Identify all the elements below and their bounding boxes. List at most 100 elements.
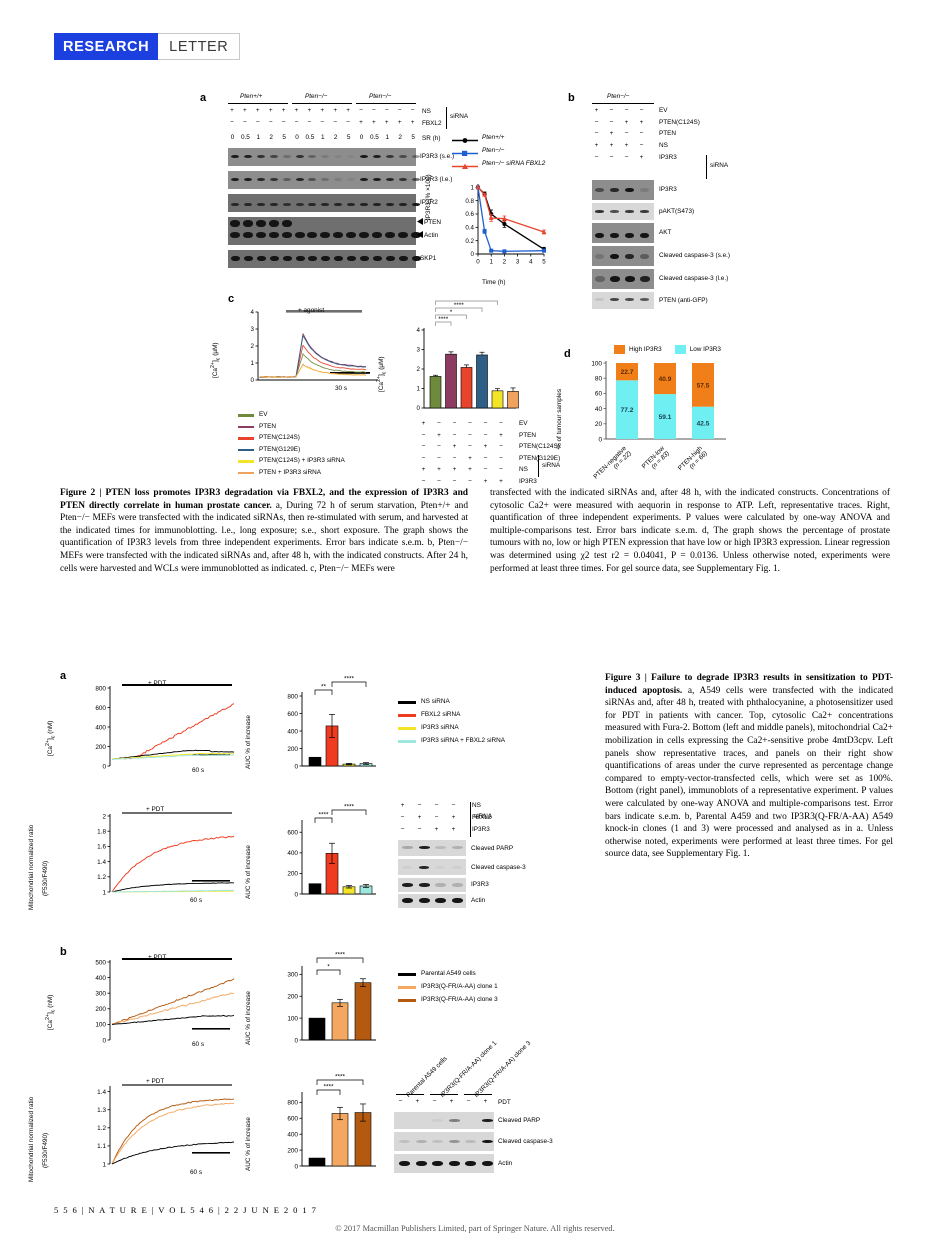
figure3b-cyto-trace: 0 100 200 300 400 500 + PDT 60 s [Ca2+]c (nM) [78, 948, 243, 1060]
figure3a-blot-cell: − [432, 814, 441, 821]
gel-band [595, 188, 604, 192]
ns-row-cell: − [370, 107, 378, 114]
figure2c-matrix-cell: − [450, 478, 459, 485]
ns-row-cell: + [241, 107, 249, 114]
svg-text:100: 100 [287, 1015, 298, 1022]
time-cell: 0.5 [239, 134, 252, 141]
figure2b-row-label: NS [659, 142, 668, 149]
legend-swatch-high-ip3r3 [614, 345, 625, 354]
svg-text:100: 100 [591, 360, 602, 367]
figure3b-group-labels: Parental A549 cells IP3R3(Q-FR/A-AA) clon… [390, 1038, 580, 1094]
figure2c-matrix-cell: + [466, 466, 475, 473]
ns-row-cell: + [228, 107, 236, 114]
gel-band [333, 232, 343, 238]
gel-band [610, 233, 619, 238]
figure2-caption-body1: a, During 72 h of serum starvation, Pten… [60, 501, 468, 574]
figure2b-matrix-cell: − [607, 154, 616, 161]
gel-band [432, 1140, 443, 1143]
gel-band [482, 1140, 493, 1143]
gel-band [432, 1161, 443, 1166]
f3b-mito-ylabel: Mitochondrial normalized ratio [28, 1097, 35, 1182]
gel-band [282, 232, 292, 238]
legend-swatch [238, 437, 254, 440]
gel-band [640, 298, 649, 301]
blot-b-label-cc3-se: Cleaved caspase-3 (s.e.) [659, 252, 730, 259]
gel-band [419, 866, 429, 869]
fbxl2-row-cell: − [280, 119, 288, 126]
legend-label: PTEN(C124S) [259, 434, 300, 441]
legend-label-high-ip3r3: High IP3R3 [629, 346, 662, 353]
legend-swatch-low-ip3r3 [675, 345, 686, 354]
gel-band [373, 178, 381, 181]
legend-swatch [398, 999, 416, 1002]
sirna-bracket-label-b: siRNA [710, 162, 728, 169]
gel-band [269, 232, 279, 238]
ns-row-cell: + [267, 107, 275, 114]
legend-label: NS siRNA [421, 698, 450, 705]
svg-text:2: 2 [417, 366, 421, 373]
figure2d-category-label: PTEN-high (n = 66) [677, 445, 709, 477]
gel-band [334, 203, 342, 206]
figure2c-matrix-cell: + [419, 420, 428, 427]
gel-band [482, 1119, 493, 1122]
figure2b-matrix-cell: + [622, 142, 631, 149]
gel-band [347, 256, 356, 261]
gel-band [419, 846, 430, 849]
svg-text:800: 800 [287, 693, 298, 700]
f3b-mito-ylabel2: (F530/F490) [42, 1133, 49, 1168]
gel-band [296, 178, 304, 181]
ns-row-cell: + [331, 107, 339, 114]
f3a-blot-cc3 [398, 859, 466, 875]
svg-text:4: 4 [417, 327, 421, 334]
svg-text:2: 2 [251, 343, 255, 350]
figure3a-blot-cell: − [398, 814, 407, 821]
legend-label: IP3R3 siRNA + FBXL2 siRNA [421, 737, 505, 744]
figure2c-matrix-cell: − [497, 466, 506, 473]
gel-band [283, 256, 292, 261]
gel-band [386, 155, 394, 158]
blot-label-actin: Actin [424, 232, 438, 239]
figure3a-blot-cell: + [449, 814, 458, 821]
legend-label: PTEN + IP3R3 siRNA [259, 469, 321, 476]
figure2c-matrix-cell: + [450, 443, 459, 450]
gel-band [321, 203, 329, 206]
f3b-blot-cc3 [394, 1132, 494, 1151]
svg-text:22.7: 22.7 [621, 369, 634, 376]
svg-text:5: 5 [542, 259, 546, 266]
figure2b-row-label: IP3R3 [659, 154, 677, 161]
gel-band [307, 232, 317, 238]
figure3a-blot-cell: + [449, 826, 458, 833]
figure3a-mito-trace: 1 1.2 1.4 1.6 1.8 2 + PDT 60 s Mitochondrial … [78, 800, 243, 915]
svg-text:0: 0 [417, 405, 421, 412]
svg-text:0: 0 [102, 763, 106, 770]
figure2b-matrix-cell: − [607, 119, 616, 126]
figure2c-matrix-cell: − [466, 432, 475, 439]
gel-band [412, 178, 420, 181]
gel-band [385, 232, 395, 238]
time-row-label: SR (h) [422, 135, 440, 142]
svg-text:0: 0 [294, 1163, 298, 1170]
svg-text:****: **** [454, 302, 465, 309]
figure2d-category-label: PTEN-low (n = 83) [641, 445, 671, 475]
gel-band [320, 232, 330, 238]
legend-item-pten-ko: Pten−/− [482, 147, 504, 154]
svg-text:600: 600 [287, 711, 298, 718]
gel-band [595, 210, 604, 213]
f3b-mito-pdt-label: + PDT [146, 1078, 164, 1085]
svg-text:****: **** [344, 676, 355, 683]
legend-label-low-ip3r3: Low IP3R3 [690, 346, 721, 353]
gel-band [625, 298, 634, 301]
gel-band [269, 220, 279, 227]
gel-band [452, 866, 462, 869]
figure3a-blot-row-label: NS [472, 802, 481, 809]
gel-band [373, 203, 381, 206]
gel-band [595, 254, 604, 259]
figure2d-category-labels: PTEN-negative (n = 22) PTEN-low (n = 83) PTE… [576, 445, 756, 485]
genotype-label-1: Pten+/+ [240, 93, 262, 100]
figure3b-auc-top: 0 100 200 300 * **** AUC % of increase [272, 948, 382, 1060]
figure2c-matrix-cell: − [497, 420, 506, 427]
svg-text:0: 0 [598, 436, 602, 443]
figure-2: a Pten+/+ Pten−/− Pten−/− + + + + + + + + + + − − − −… [0, 0, 950, 480]
figure2b-row-label: EV [659, 107, 668, 114]
gel-band [435, 883, 446, 887]
